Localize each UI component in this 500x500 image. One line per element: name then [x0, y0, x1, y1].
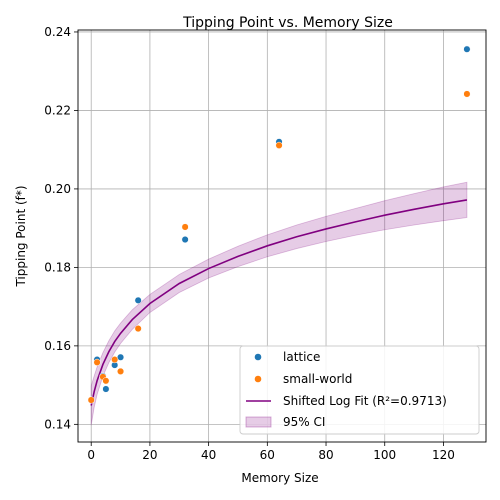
y-tick-label: 0.14 — [44, 417, 71, 431]
x-tick-label: 40 — [201, 448, 216, 462]
y-tick-label: 0.20 — [44, 182, 71, 196]
grid — [78, 30, 486, 442]
x-tick-label: 120 — [432, 448, 455, 462]
lattice-point — [181, 235, 189, 244]
x-axis-label: Memory Size — [241, 471, 318, 485]
legend-marker — [254, 353, 262, 361]
small-world-point — [93, 358, 101, 366]
small-world-point — [463, 90, 471, 98]
small-world-point — [87, 396, 95, 404]
small-world-point — [117, 367, 125, 375]
x-tick-label: 60 — [260, 448, 275, 462]
x-tick-label: 80 — [318, 448, 333, 462]
fit-curve — [90, 199, 468, 406]
legend-box — [239, 345, 480, 435]
lattice-point — [102, 385, 110, 393]
y-tick-label: 0.22 — [44, 103, 71, 117]
legend: lattice small-world Shifted Log Fit (R²=0.… — [239, 345, 480, 435]
axis-ticks: 0 20 40 60 80 100 120 0.14 0.16 0.18 0.20 0.22 0.24 — [44, 25, 455, 462]
small-world-point — [111, 356, 119, 364]
small-world-point — [275, 141, 283, 149]
legend-label: small-world — [283, 372, 352, 386]
chart-title: Tipping Point vs. Memory Size — [182, 15, 393, 31]
lattice-point — [463, 45, 471, 53]
small-world-point — [102, 377, 110, 385]
small-world-point — [134, 325, 142, 333]
y-tick-label: 0.16 — [44, 339, 71, 353]
y-tick-label: 0.18 — [44, 260, 71, 274]
plot-frame — [77, 29, 487, 443]
x-tick-label: 100 — [373, 448, 396, 462]
x-tick-label: 0 — [87, 448, 95, 462]
lattice-point — [117, 353, 125, 361]
x-tick-label: 20 — [142, 448, 157, 462]
y-tick-label: 0.24 — [44, 25, 71, 39]
legend-marker — [254, 375, 262, 383]
legend-label: Shifted Log Fit (R²=0.9713) — [283, 394, 447, 408]
fit-curve-group — [90, 199, 468, 406]
legend-patch — [245, 416, 272, 428]
legend-label: lattice — [283, 350, 320, 364]
y-axis-label: Tipping Point (f*) — [14, 185, 28, 287]
lattice-point — [134, 296, 142, 304]
small-world-point — [181, 223, 189, 231]
scatter-points — [87, 45, 471, 404]
legend-label: 95% CI — [283, 415, 325, 429]
